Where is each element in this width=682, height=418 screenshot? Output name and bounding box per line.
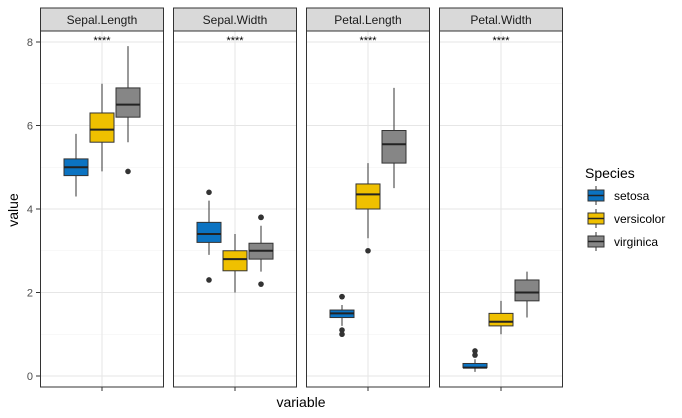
outlier-point	[206, 189, 212, 196]
outlier-point	[125, 168, 131, 175]
box-versicolor	[355, 163, 381, 254]
box-versicolor	[222, 234, 248, 293]
y-axis-title: value	[5, 193, 21, 227]
box-iqr	[381, 130, 407, 164]
box-iqr	[514, 279, 540, 302]
box-iqr	[89, 112, 115, 143]
y-tick-label: 4	[27, 204, 33, 216]
significance-label: ****	[93, 35, 111, 47]
box-setosa	[462, 348, 488, 372]
facet-strip-label: Petal.Width	[470, 13, 531, 27]
y-tick-label: 2	[27, 288, 33, 300]
y-tick-label: 8	[27, 37, 33, 49]
y-axis: 0 2 4 6 8	[27, 37, 40, 383]
outlier-point	[258, 214, 264, 221]
significance-label: ****	[226, 35, 244, 47]
facet-panel: **** Sepal.Length	[40, 7, 164, 391]
legend-item: virginica	[587, 232, 658, 251]
facet-strip	[306, 7, 430, 32]
outlier-point	[206, 277, 212, 283]
legend-item: versicolor	[587, 209, 665, 228]
outlier-point	[339, 331, 345, 338]
box-iqr	[222, 250, 248, 272]
facet-strip	[40, 7, 164, 32]
box-setosa	[196, 189, 222, 283]
box-virginica	[248, 214, 274, 287]
facet-panel: **** Sepal.Width	[173, 7, 297, 391]
legend-label: virginica	[614, 235, 658, 249]
y-tick-label: 6	[27, 121, 33, 133]
significance-label: ****	[492, 35, 510, 47]
box-iqr	[115, 87, 141, 118]
y-tick-label: 0	[27, 371, 33, 383]
box-iqr	[488, 312, 514, 327]
x-axis-title: variable	[276, 394, 325, 410]
legend-label: setosa	[614, 189, 650, 203]
box-setosa	[329, 293, 355, 338]
box-virginica	[115, 46, 141, 175]
box-iqr	[355, 183, 381, 210]
legend-item: setosa	[587, 186, 650, 205]
facet-panel: **** Petal.Width	[439, 7, 563, 391]
legend-title: Species	[585, 165, 635, 181]
box-versicolor	[488, 300, 514, 335]
outlier-point	[472, 352, 478, 358]
outlier-point	[339, 293, 345, 300]
facet-strip	[439, 7, 563, 32]
legend-label: versicolor	[614, 212, 665, 226]
outlier-point	[258, 281, 264, 287]
outlier-point	[365, 247, 371, 254]
legend: Species setosa versicolor virginica	[585, 165, 665, 251]
box-virginica	[381, 87, 407, 189]
box-virginica	[514, 271, 540, 318]
facet-strip-label: Sepal.Width	[203, 13, 268, 27]
box-versicolor	[89, 83, 115, 172]
facet-strip	[173, 7, 297, 32]
facet-strip-label: Petal.Length	[334, 13, 401, 27]
significance-label: ****	[359, 35, 377, 47]
box-setosa	[63, 133, 89, 197]
box-iqr	[196, 221, 222, 243]
facet-strip-label: Sepal.Length	[67, 13, 138, 27]
facet-panel: **** Petal.Length	[306, 7, 430, 391]
outlier-point	[472, 348, 478, 354]
outlier-point	[339, 327, 345, 333]
panels-layer: **** Sepal.Length **** Sepal.Width **** Petal…	[40, 7, 563, 391]
